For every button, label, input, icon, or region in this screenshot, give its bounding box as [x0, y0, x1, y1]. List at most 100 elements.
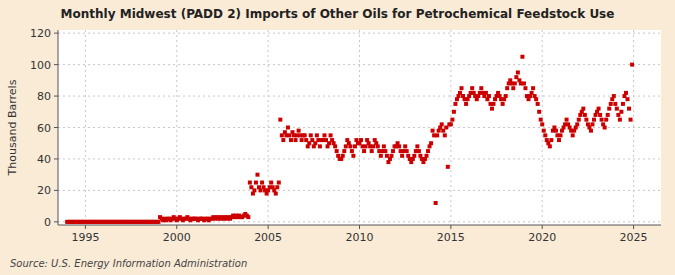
point — [571, 133, 575, 137]
point — [274, 192, 278, 196]
point — [600, 118, 604, 122]
grid — [58, 30, 661, 225]
tick — [633, 225, 634, 229]
tick-label: 2005 — [254, 231, 282, 244]
tick — [54, 96, 58, 97]
point — [618, 118, 622, 122]
point — [487, 94, 491, 98]
point — [554, 129, 558, 133]
point — [606, 113, 610, 117]
point — [315, 133, 319, 137]
point — [359, 138, 363, 142]
point — [615, 107, 619, 111]
tick-label: 120 — [30, 27, 51, 40]
point — [309, 133, 313, 137]
tick-label: 2025 — [620, 231, 648, 244]
point — [513, 81, 517, 85]
point — [523, 86, 527, 90]
point — [335, 149, 339, 153]
point — [348, 144, 352, 148]
point — [275, 185, 279, 189]
tick — [359, 225, 360, 229]
point — [589, 129, 593, 133]
point — [539, 118, 543, 122]
point — [549, 138, 553, 142]
point — [382, 144, 386, 148]
point — [592, 118, 596, 122]
tick-label: 60 — [37, 122, 51, 135]
point — [613, 102, 617, 106]
tick — [54, 64, 58, 65]
point — [248, 181, 252, 185]
point — [577, 118, 581, 122]
tick — [54, 190, 58, 191]
point — [379, 154, 383, 158]
point — [603, 126, 607, 130]
point — [543, 133, 547, 137]
grid-line — [450, 30, 451, 225]
annotation: Source: U.S. Energy Information Administ… — [10, 258, 247, 269]
point — [342, 149, 346, 153]
point — [286, 126, 290, 130]
point — [246, 215, 250, 219]
point — [621, 102, 625, 106]
points — [65, 55, 634, 224]
grid-line — [58, 64, 661, 65]
point — [400, 154, 404, 158]
point — [297, 129, 301, 133]
point — [537, 110, 541, 114]
point — [583, 113, 587, 117]
point — [490, 107, 494, 111]
point — [612, 94, 616, 98]
point — [300, 138, 304, 142]
point — [536, 102, 540, 106]
background — [0, 0, 675, 275]
point — [350, 149, 354, 153]
point — [557, 138, 561, 142]
tick-label: 20 — [37, 184, 51, 197]
tick — [450, 225, 451, 229]
point — [453, 102, 457, 106]
point — [581, 107, 585, 111]
tick-label: 2010 — [346, 231, 374, 244]
tick-label: 0 — [44, 216, 51, 229]
point — [559, 133, 563, 137]
point — [584, 118, 588, 122]
point — [329, 133, 333, 137]
title: Monthly Midwest (PADD 2) Imports of Othe… — [61, 7, 615, 21]
point — [333, 144, 337, 148]
tick — [85, 225, 86, 229]
tick — [54, 127, 58, 128]
point — [542, 129, 546, 133]
grid-line — [58, 33, 661, 34]
point — [504, 94, 508, 98]
point — [431, 129, 435, 133]
tick-label: 40 — [37, 153, 51, 166]
tick-label: 80 — [37, 90, 51, 103]
point — [362, 149, 366, 153]
grid-line — [58, 158, 661, 159]
point — [351, 154, 355, 158]
point — [277, 181, 281, 185]
point — [627, 107, 631, 111]
point — [434, 201, 438, 205]
point — [522, 81, 526, 85]
tick — [176, 225, 177, 229]
point — [322, 133, 326, 137]
point — [443, 133, 447, 137]
point — [403, 144, 407, 148]
point — [520, 55, 524, 59]
point — [435, 133, 439, 137]
point — [607, 107, 611, 111]
point — [531, 86, 535, 90]
point — [318, 144, 322, 148]
point — [590, 122, 594, 126]
point — [604, 118, 608, 122]
point — [278, 118, 282, 122]
point — [269, 181, 273, 185]
point — [255, 173, 259, 177]
point — [440, 122, 444, 126]
point — [626, 97, 630, 101]
point — [449, 122, 453, 126]
point — [540, 122, 544, 126]
